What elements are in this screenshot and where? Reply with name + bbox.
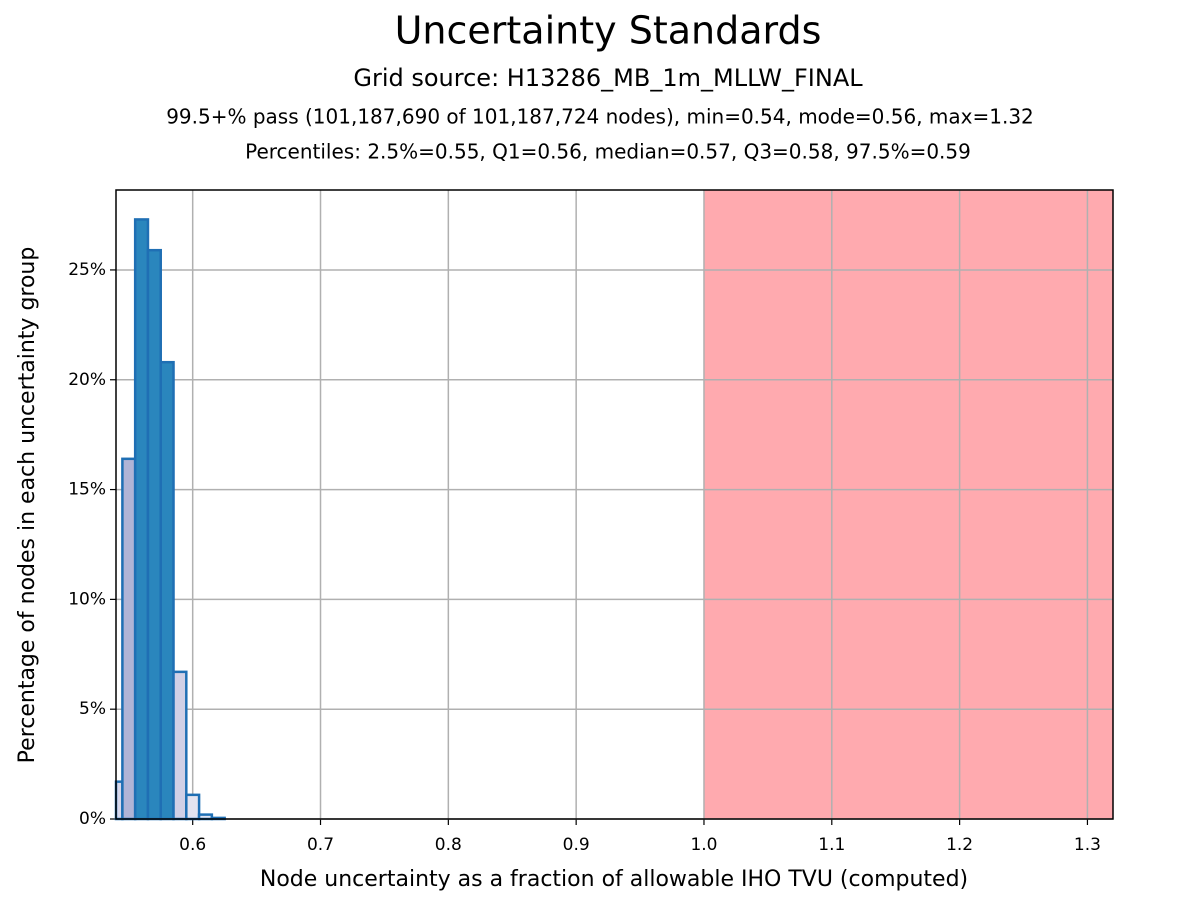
histogram-bar (159, 360, 175, 821)
x-tick-label: 1.0 (690, 835, 717, 855)
x-tick-label: 0.7 (307, 835, 334, 855)
y-axis-label: Percentage of nodes in each uncertainty … (15, 247, 40, 764)
y-tick-label: 20% (68, 370, 106, 390)
y-tick-label: 15% (68, 480, 106, 500)
annotation: 99.5+% pass (101,187,690 of 101,187,724 … (166, 105, 1034, 129)
histogram-bar (133, 218, 150, 821)
chart-subtitle: Grid source: H13286_MB_1m_MLLW_FINAL (353, 64, 863, 92)
x-tick-label: 1.2 (946, 835, 973, 855)
plot-frame (115, 189, 1114, 820)
histogram-bar (185, 793, 201, 821)
histogram-bar (172, 670, 188, 821)
shaded-region (703, 190, 1113, 819)
y-tick-label: 5% (79, 699, 106, 719)
y-tick-label: 10% (68, 589, 106, 609)
x-tick-label: 0.6 (179, 835, 206, 855)
y-tick-label: 25% (68, 260, 106, 280)
x-tick-label: 0.9 (563, 835, 590, 855)
histogram-bar (121, 457, 137, 821)
x-axis-label: Node uncertainty as a fraction of allowa… (260, 867, 968, 892)
chart-title: Uncertainty Standards (395, 9, 822, 53)
x-tick-label: 0.8 (435, 835, 462, 855)
histogram-bar (146, 248, 162, 821)
x-tick-label: 1.1 (818, 835, 845, 855)
y-tick-label: 0% (79, 809, 106, 829)
x-tick-label: 1.3 (1074, 835, 1101, 855)
annotation: Percentiles: 2.5%=0.55, Q1=0.56, median=… (245, 140, 971, 164)
